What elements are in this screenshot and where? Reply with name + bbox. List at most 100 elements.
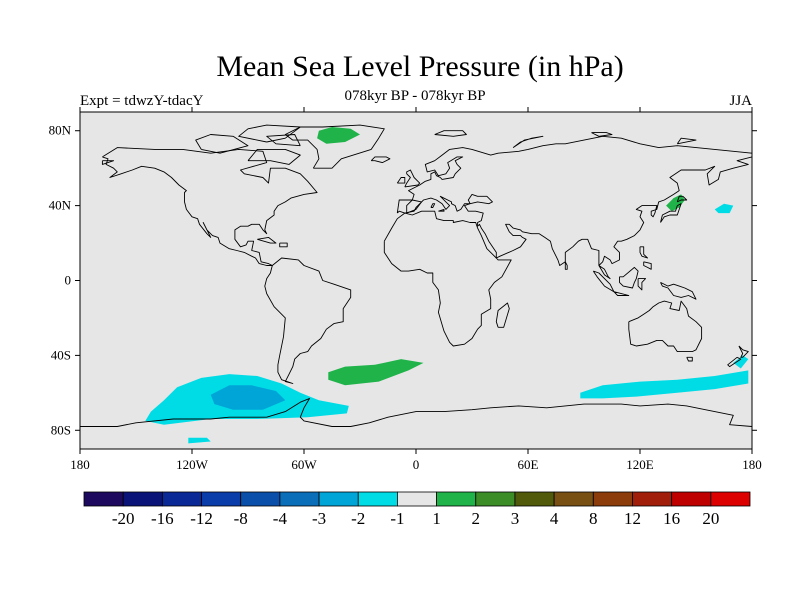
coastline-12: [404, 169, 421, 188]
lon-tick-label: 60E: [518, 457, 539, 472]
coastline-4: [383, 210, 512, 347]
lat-tick-label: 80S: [51, 422, 71, 437]
coastline-6: [628, 300, 703, 353]
coastline-23: [257, 236, 277, 244]
colorbar-swatch: [475, 491, 516, 507]
colorbar-swatch: [318, 491, 359, 507]
colorbar-swatch: [201, 491, 242, 507]
coastline-36: [438, 208, 445, 212]
colorbar-label: 16: [663, 509, 680, 528]
colorbar-label: -4: [273, 509, 288, 528]
colorbar-label: -16: [151, 509, 174, 528]
colorbar-swatch: [397, 491, 437, 507]
anomaly-region-greenland-positive: [317, 127, 360, 144]
colorbar-swatch: [279, 491, 320, 507]
colorbar-label: -8: [234, 509, 248, 528]
colorbar-swatch: [240, 491, 281, 507]
anomaly-region-japan-positive: [666, 194, 685, 212]
coastline-22: [564, 261, 568, 270]
coastline-25: [80, 397, 752, 427]
colorbar-label: -2: [351, 509, 365, 528]
coastline-18: [637, 278, 647, 291]
colorbar-swatch: [357, 491, 398, 507]
coastline-0: [102, 147, 318, 266]
coastline-27: [195, 134, 249, 154]
anomaly-region-south-atlantic-positive: [328, 359, 424, 386]
lat-tick-label: 40S: [51, 347, 71, 362]
coastline-13: [396, 177, 406, 184]
lon-tick-label: 0: [413, 457, 420, 472]
coastline-11: [676, 195, 688, 203]
colorbar-label: 8: [589, 509, 598, 528]
lon-tick-label: 60W: [291, 457, 317, 472]
colorbar-swatch: [671, 491, 712, 507]
colorbar-swatch: [161, 491, 202, 507]
coastline-28: [247, 148, 301, 165]
anomaly-fill-layer: [145, 127, 749, 444]
colorbar-legend: -20 -16 -12 -8 -4 -3 -2 -1 1 2 3 4 8 12 16 20: [83, 491, 751, 528]
coastline-32: [591, 132, 613, 137]
colorbar-label: -12: [190, 509, 213, 528]
lat-tick-label: 0: [65, 273, 72, 288]
anomaly-region-north-pacific-negative: [714, 203, 734, 214]
period-subtitle: 078kyr BP - 078kyr BP: [344, 88, 486, 104]
coastline-19: [660, 281, 697, 300]
anomaly-region-new-zealand-negative: [733, 355, 749, 369]
map-panel: 80N 40N 0 40S 80S 180 120W 60W 0 60E 120E 180: [49, 107, 762, 472]
lat-tick-label: 40N: [49, 198, 72, 213]
colorbar-label: 3: [511, 509, 520, 528]
anomaly-region-southern-ocean-negative: [580, 370, 749, 399]
coastline-31: [512, 135, 544, 148]
colorbar-label: 4: [550, 509, 559, 528]
season-label: JJA: [729, 93, 752, 109]
lat-tick-label: 80N: [49, 123, 72, 138]
lon-tick-label: 180: [70, 457, 90, 472]
coastline-17: [619, 266, 639, 289]
colorbar-swatch: [553, 491, 594, 507]
coastline-7: [686, 356, 693, 362]
coastline-16: [613, 291, 630, 296]
coastline-35: [430, 203, 436, 208]
coastline-34: [406, 199, 423, 214]
coastline-9: [727, 356, 742, 368]
colorbar-label: 20: [702, 509, 719, 528]
coastline-2: [284, 124, 385, 169]
axis-ticks: 80N 40N 0 40S 80S 180 120W 60W 0 60E 120E 180: [49, 107, 762, 472]
coastline-21: [643, 261, 652, 270]
colorbar-label: 1: [432, 509, 441, 528]
colorbar-swatch: [632, 491, 673, 507]
coastline-26: [238, 124, 301, 143]
coastline-33: [676, 137, 697, 145]
coastline-layer: [80, 124, 752, 427]
colorbar-label: -3: [312, 509, 326, 528]
coastline-24: [279, 242, 288, 248]
coastline-20: [639, 246, 648, 259]
colorbar-label: 2: [472, 509, 481, 528]
coastline-3: [396, 135, 752, 280]
coastline-14: [370, 156, 391, 164]
colorbar-swatch: [710, 491, 751, 507]
coastline-10: [660, 203, 682, 223]
colorbar-label: -20: [112, 509, 135, 528]
coastline-1: [264, 257, 352, 384]
colorbar-swatch: [436, 491, 477, 507]
colorbar-swatch: [122, 491, 163, 507]
experiment-label: Expt = tdwzY-tdacY: [80, 93, 204, 109]
colorbar-swatch: [592, 491, 633, 507]
map-title: Mean Sea Level Pressure (in hPa): [216, 50, 624, 83]
lon-tick-label: 120E: [626, 457, 654, 472]
lon-tick-label: 120W: [176, 457, 209, 472]
colorbar-label: -1: [390, 509, 404, 528]
coastline-37: [101, 160, 115, 165]
colorbar-swatch: [514, 491, 555, 507]
coastline-5: [495, 302, 510, 328]
anomaly-region-south-pacific-negative-inner: [210, 385, 286, 410]
coastline-30: [434, 130, 467, 137]
coastline-29: [266, 134, 301, 147]
colorbar-swatch: [83, 491, 124, 507]
colorbar-label: 12: [624, 509, 641, 528]
coastline-8: [738, 345, 749, 358]
lon-tick-label: 180: [742, 457, 762, 472]
anomaly-region-ross-sea-negative: [188, 437, 211, 444]
